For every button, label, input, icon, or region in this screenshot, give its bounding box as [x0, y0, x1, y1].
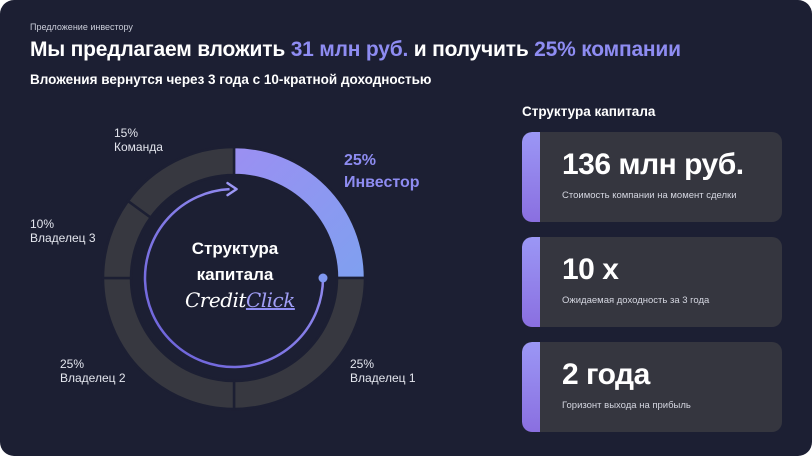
label-team: 15% Команда: [114, 126, 163, 154]
creditclick-logo: CreditClick: [185, 288, 295, 312]
logo-part-1: Credit: [185, 288, 246, 312]
card-accent-bar: [522, 237, 540, 327]
donut-center-line-2: капитала: [196, 265, 274, 284]
subhead: Вложения вернутся через 3 года с 10-крат…: [30, 72, 432, 87]
cycle-arrow-head: [226, 181, 238, 197]
card-accent-bar: [522, 132, 540, 222]
label-investor-name: Инвестор: [344, 174, 420, 191]
headline: Мы предлагаем вложить 31 млн руб. и полу…: [30, 38, 681, 62]
cycle-arrow-dot: [318, 273, 328, 283]
label-team-value: 15%: [114, 126, 139, 140]
label-owner-1-value: 25%: [350, 357, 375, 371]
label-owner-3: 10% Владелец 3: [30, 217, 96, 245]
kicker: Предложение инвестору: [30, 22, 133, 32]
headline-part2: и получить: [408, 38, 535, 61]
label-owner-2-name: Владелец 2: [60, 371, 126, 385]
headline-part1: Мы предлагаем вложить: [30, 38, 291, 61]
card-value: 10 х: [562, 253, 619, 286]
label-owner-1: 25% Владелец 1: [350, 357, 416, 385]
label-investor: 25% Инвестор: [344, 150, 420, 194]
stat-card-horizon: 2 года Горизонт выхода на прибыль: [522, 342, 782, 432]
card-caption: Стоимость компании на момент сделки: [562, 190, 737, 201]
headline-share: 25% компании: [534, 38, 681, 61]
card-accent-bar: [522, 342, 540, 432]
label-owner-2: 25% Владелец 2: [60, 357, 126, 385]
donut-center-line-1: Структура: [191, 239, 279, 258]
label-team-name: Команда: [114, 140, 163, 154]
donut-center-title: Структура капитала: [165, 236, 305, 288]
headline-amount: 31 млн руб.: [290, 38, 409, 61]
label-owner-3-value: 10%: [30, 217, 55, 231]
label-owner-1-name: Владелец 1: [350, 371, 416, 385]
card-caption: Горизонт выхода на прибыль: [562, 400, 691, 411]
donut-slice-4: [126, 145, 236, 220]
card-caption: Ожидаемая доходность за 3 года: [562, 295, 710, 306]
stat-card-valuation: 136 млн руб. Стоимость компании на момен…: [522, 132, 782, 222]
side-title: Структура капитала: [522, 104, 656, 119]
label-investor-value: 25%: [344, 152, 377, 169]
stat-card-return: 10 х Ожидаемая доходность за 3 года: [522, 237, 782, 327]
label-owner-3-name: Владелец 3: [30, 231, 96, 245]
label-owner-2-value: 25%: [60, 357, 85, 371]
card-value: 2 года: [562, 358, 650, 391]
card-value: 136 млн руб.: [562, 148, 744, 181]
logo-part-2: Click: [245, 288, 295, 312]
cycle-arrow-arc: [143, 187, 325, 369]
